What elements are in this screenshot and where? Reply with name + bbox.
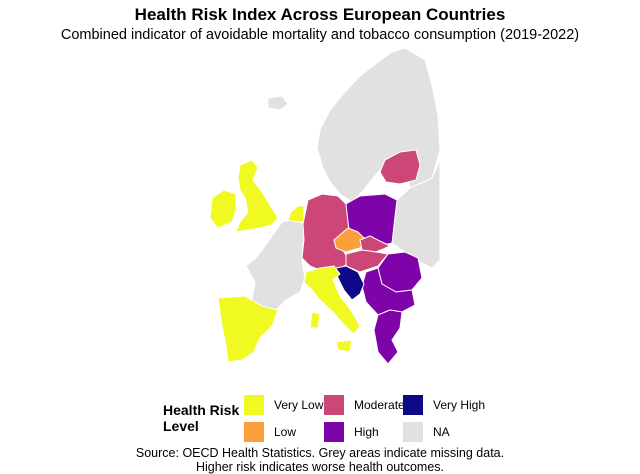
region-ireland	[209, 189, 237, 229]
region-croatia	[335, 265, 365, 301]
legend-swatch-low	[244, 422, 264, 442]
legend-title-line1: Health Risk	[163, 402, 240, 418]
region-italy	[303, 265, 361, 335]
legend-label-high: High	[354, 425, 379, 439]
legend-title: Health Risk Level	[163, 402, 243, 434]
chart-subtitle: Combined indicator of avoidable mortalit…	[60, 27, 580, 43]
chart-title: Health Risk Index Across European Countr…	[134, 5, 506, 24]
region-balkans	[361, 267, 416, 316]
region-italy-islands	[309, 311, 353, 353]
legend-swatch-high	[324, 422, 344, 442]
legend-swatch-very-high	[403, 395, 423, 415]
legend-label-low: Low	[274, 425, 297, 439]
legend-item-high: High	[324, 422, 379, 442]
legend-item-na: NA	[403, 422, 450, 442]
legend-label-very-low: Very Low	[274, 398, 324, 412]
legend-item-low: Low	[244, 422, 296, 442]
caption-line2: Higher risk indicates worse health outco…	[195, 460, 445, 474]
region-netherlands	[287, 205, 305, 223]
legend-title-line2: Level	[163, 418, 199, 434]
source-caption: Source: OECD Health Statistics. Grey are…	[0, 446, 640, 474]
legend-item-moderate: Moderate	[324, 395, 405, 415]
legend-swatch-very-low	[244, 395, 264, 415]
legend-item-very-low: Very Low	[244, 395, 323, 415]
region-great-britain	[235, 159, 279, 233]
legend-label-moderate: Moderate	[354, 398, 405, 412]
legend-label-na: NA	[433, 425, 450, 439]
region-france	[245, 217, 307, 311]
region-greece	[373, 309, 403, 365]
legend-label-very-high: Very High	[433, 398, 486, 412]
region-iberia	[217, 295, 279, 363]
legend-item-very-high: Very High	[403, 395, 485, 415]
caption-line1: Source: OECD Health Statistics. Grey are…	[135, 446, 505, 460]
region-scandinavia	[316, 47, 441, 203]
legend-swatch-moderate	[324, 395, 344, 415]
region-iceland	[267, 95, 289, 111]
region-latvia-estonia	[379, 149, 421, 185]
legend-swatch-na	[403, 422, 423, 442]
